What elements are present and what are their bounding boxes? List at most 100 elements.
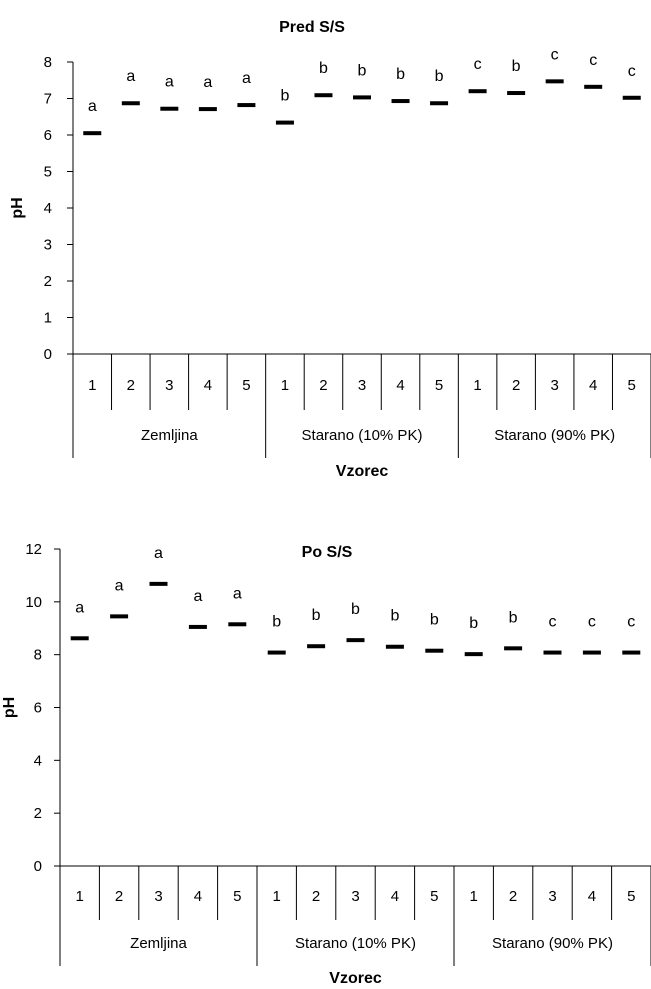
chart1-significance-letter-10: c: [474, 56, 482, 73]
chart2-category-label-9: 5: [430, 888, 438, 905]
chart2-category-label-0: 1: [76, 888, 84, 905]
chart1-significance-letter-8: b: [396, 66, 405, 83]
chart2-data-point-1: [110, 614, 129, 619]
chart1-data-point-1: [121, 101, 140, 106]
chart2-data-point-12: [543, 650, 562, 655]
chart2-significance-letter-10: b: [469, 615, 478, 632]
chart2-category-label-5: 1: [273, 888, 281, 905]
chart2-category-label-2: 3: [154, 888, 162, 905]
chart1-y-tick-label-4: 4: [44, 200, 52, 217]
chart1-category-label-3: 4: [204, 377, 212, 394]
chart2-category-label-11: 2: [509, 888, 517, 905]
chart2-significance-letter-5: b: [272, 614, 281, 631]
chart1-data-point-6: [314, 93, 333, 98]
chart2-title: Po S/S: [302, 544, 353, 561]
chart2-significance-letter-0: a: [75, 599, 84, 616]
chart1-significance-letter-2: a: [165, 74, 174, 91]
chart2-y-tick-label-2: 4: [34, 752, 42, 769]
chart1-y-tick-label-7: 7: [44, 91, 52, 108]
chart1-title: Pred S/S: [279, 19, 345, 36]
chart2-data-point-2: [149, 581, 168, 586]
chart1-data-point-4: [237, 103, 256, 108]
chart1-significance-letter-1: a: [126, 68, 135, 85]
chart1-y-tick-label-2: 2: [44, 273, 52, 290]
chart2-data-point-9: [425, 648, 444, 653]
chart1-significance-letter-5: b: [280, 88, 289, 105]
chart1-x-axis-title: Vzorec: [336, 463, 389, 480]
chart2-significance-letter-2: a: [154, 545, 163, 562]
chart2-category-label-6: 2: [312, 888, 320, 905]
chart2-significance-letter-6: b: [312, 607, 321, 624]
chart2-data-point-5: [267, 650, 286, 655]
chart1-significance-letter-3: a: [203, 74, 212, 91]
chart1-data-point-0: [83, 131, 102, 136]
chart2-significance-letter-8: b: [390, 608, 399, 625]
chart1-significance-letter-12: c: [551, 46, 559, 63]
chart2-data-point-14: [622, 650, 641, 655]
chart1-category-label-13: 4: [589, 377, 597, 394]
chart2-data-point-11: [504, 646, 523, 651]
chart2-y-tick-label-6: 12: [25, 541, 42, 558]
chart2-group-label-0: Zemljina: [130, 935, 187, 952]
chart2-data-point-10: [464, 652, 483, 657]
chart2-category-label-13: 4: [588, 888, 596, 905]
chart1-y-tick-label-6: 6: [44, 127, 52, 144]
chart1-group-label-0: Zemljina: [141, 427, 198, 444]
chart2-y-axis-title: pH: [1, 697, 18, 718]
chart2-y-tick-label-1: 2: [34, 805, 42, 822]
chart2-data-point-4: [228, 622, 247, 627]
chart2-significance-letter-14: c: [627, 614, 635, 631]
chart1-significance-letter-6: b: [319, 60, 328, 77]
chart2-x-axis-title: Vzorec: [329, 970, 382, 987]
chart1-y-tick-label-0: 0: [44, 346, 52, 363]
chart2-y-tick-label-5: 10: [25, 594, 42, 611]
chart2-category-label-10: 1: [470, 888, 478, 905]
chart1-y-tick-label-3: 3: [44, 237, 52, 254]
chart2-category-label-12: 3: [548, 888, 556, 905]
chart1-significance-letter-9: b: [435, 68, 444, 85]
chart1-category-label-2: 3: [165, 377, 173, 394]
chart2-group-label-1: Starano (10% PK): [295, 935, 416, 952]
chart1-data-point-8: [391, 99, 410, 104]
chart1-category-label-4: 5: [242, 377, 250, 394]
chart2-significance-letter-13: c: [588, 614, 596, 631]
chart2-category-label-8: 4: [391, 888, 399, 905]
chart1-significance-letter-0: a: [88, 98, 97, 115]
chart1-category-label-6: 2: [319, 377, 327, 394]
chart1-significance-letter-11: b: [512, 58, 521, 75]
chart1-data-point-3: [198, 107, 217, 112]
chart1-data-point-5: [275, 120, 294, 125]
chart1-data-point-10: [468, 89, 487, 94]
chart1-category-label-7: 3: [358, 377, 366, 394]
chart2-data-point-8: [385, 644, 404, 649]
chart1-y-tick-label-1: 1: [44, 310, 52, 327]
chart2-significance-letter-9: b: [430, 612, 439, 629]
chart2-significance-letter-1: a: [115, 577, 124, 594]
chart2-y-tick-label-3: 6: [34, 700, 42, 717]
chart1-group-label-1: Starano (10% PK): [302, 427, 423, 444]
chart1-significance-letter-13: c: [589, 52, 597, 69]
chart2-significance-letter-12: c: [549, 614, 557, 631]
chart2-significance-letter-11: b: [509, 609, 518, 626]
chart2-y-tick-label-0: 0: [34, 858, 42, 875]
chart1-data-point-7: [353, 95, 371, 100]
chart2-y-tick-label-4: 8: [34, 647, 42, 664]
chart1-significance-letter-14: c: [628, 63, 636, 80]
chart1-category-label-8: 4: [396, 377, 404, 394]
chart2-category-label-7: 3: [351, 888, 359, 905]
chart1-data-point-11: [507, 91, 526, 96]
chart2-significance-letter-3: a: [193, 588, 202, 605]
chart2-data-point-6: [307, 644, 326, 649]
chart1-category-label-14: 5: [628, 377, 636, 394]
chart1-category-label-10: 1: [473, 377, 481, 394]
chart1-data-point-2: [160, 106, 179, 111]
chart2-group-label-2: Starano (90% PK): [492, 935, 613, 952]
chart1-category-label-1: 2: [127, 377, 135, 394]
chart1-category-label-12: 3: [550, 377, 558, 394]
chart2-data-point-3: [188, 624, 207, 629]
chart1-category-label-9: 5: [435, 377, 443, 394]
chart2-category-label-1: 2: [115, 888, 123, 905]
chart2-significance-letter-4: a: [233, 585, 242, 602]
chart2-significance-letter-7: b: [351, 601, 360, 618]
